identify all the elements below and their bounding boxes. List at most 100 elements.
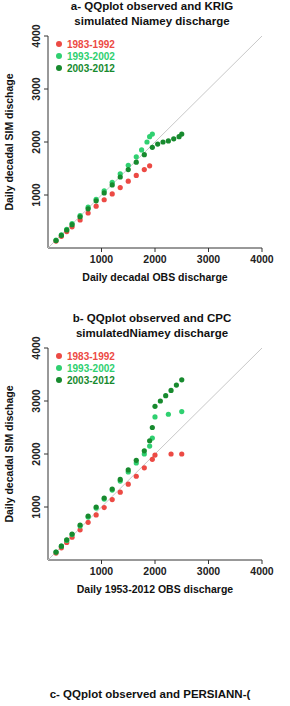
plot-area [48,348,262,560]
point [163,393,168,398]
series [53,163,152,243]
point [118,477,123,482]
point [53,238,58,243]
legend-label: 1993-2002 [67,363,115,374]
point [94,204,99,209]
x-tick [155,560,156,564]
point [179,377,184,382]
panel: a- QQplot observed and KRIG simulated Nia… [3,0,274,283]
title: simulated Niamey discharge [74,15,229,27]
point [155,142,160,147]
point [150,425,155,430]
point [102,495,107,500]
point [171,136,176,141]
point [134,173,139,178]
x-tick [101,248,102,252]
point [142,465,147,470]
title: b- QQplot observed and CPC [73,312,231,324]
y-tick [44,454,48,455]
y-tick-label: 4000 [30,336,42,360]
point [166,138,171,143]
y-tick-label: 3000 [30,389,42,413]
point [86,520,91,525]
legend-marker [56,65,62,71]
point [166,412,171,417]
identity-line [48,36,262,248]
y-axis-label: Daily decadal SIM dischage [3,385,15,522]
point [152,452,157,457]
legend-marker [56,365,62,371]
x-tick [155,248,156,252]
y-tick [44,36,48,37]
legend-marker [56,353,62,359]
point [139,147,144,152]
x-tick [262,248,263,252]
x-tick [208,560,209,564]
y-axis-label: Daily decadal SIM dischage [3,73,15,210]
legend-marker [56,377,62,383]
series [53,451,184,555]
x-axis-label: Daily decadal OBS discharge [82,271,227,283]
point [118,185,123,190]
series [53,131,154,242]
plot-area [48,36,262,248]
point [86,206,91,211]
point [64,537,69,542]
point [134,160,139,165]
point [110,191,115,196]
panel: b- QQplot observed and CPC simulatedNiame… [3,312,274,595]
point [69,532,74,537]
point [152,414,157,419]
y-tick-label: 4000 [30,24,42,48]
point [86,513,91,518]
x-tick [208,248,209,252]
series [53,131,184,243]
point [69,222,74,227]
legend-label: 1993-2002 [67,51,115,62]
point [147,443,152,448]
point [59,544,64,549]
point [134,474,139,479]
x-tick-label: 4000 [250,253,274,265]
y-tick-label: 1000 [30,495,42,519]
point [142,152,147,157]
point [118,174,123,179]
point [94,504,99,509]
y-tick [44,195,48,196]
point [53,549,58,554]
point [168,451,173,456]
title: a- QQplot observed and KRIG [71,0,233,12]
next-panel-title: c- QQplot observed and PERSIANN-( [50,688,251,700]
point [126,167,131,172]
x-tick [262,560,263,564]
point [53,239,58,244]
x-tick-label: 3000 [197,253,221,265]
x-tick [101,560,102,564]
point [126,179,131,184]
point [179,451,184,456]
point [59,544,64,549]
point [134,458,139,463]
point [64,227,69,232]
point [102,505,107,510]
point [110,182,115,187]
figure: a- QQplot observed and KRIG simulated Nia… [0,0,290,706]
point [144,139,149,144]
point [142,167,147,172]
y-tick [44,89,48,90]
y-tick [44,348,48,349]
legend-marker [56,53,62,59]
point [179,409,184,414]
x-tick-label: 2000 [143,253,167,265]
point [174,383,179,388]
point [53,549,58,554]
y-tick [44,401,48,402]
title: simulatedNiamey discharge [76,327,228,339]
legend-label: 1983-1992 [67,351,115,362]
y-tick-label: 2000 [30,442,42,466]
point [152,404,157,409]
series [53,409,184,555]
x-axis-label: Daily 1953-2012 OBS discharge [77,583,234,595]
point [126,467,131,472]
point [110,497,115,502]
